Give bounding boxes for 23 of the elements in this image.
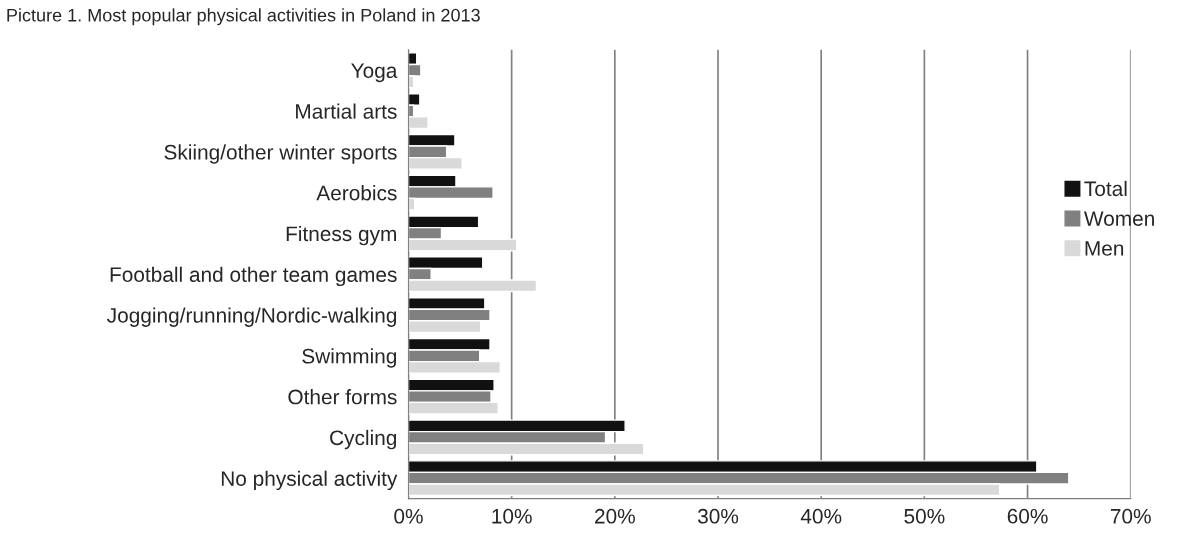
y-tick-label: Swimming	[302, 348, 397, 368]
y-tick-label: Jogging/running/Nordic-walking	[107, 307, 397, 327]
x-tick-label: 30%	[697, 508, 739, 524]
y-tick-label: Martial arts	[296, 103, 397, 119]
y-tick-label: Cycling	[330, 429, 397, 450]
y-tick-label: Other forms	[288, 389, 397, 405]
x-tick-label: 0%	[394, 508, 423, 524]
text: Picture 1. Most popular physical activities in Poland in 2013	[7, 8, 480, 26]
legend-label: Men	[1085, 241, 1124, 256]
y-tick-label: Aerobics	[316, 185, 397, 201]
x-tick-label: 70%	[1110, 508, 1151, 524]
x-tick-label: 50%	[904, 508, 945, 524]
y-tick-label: Skiing/other winter sports	[164, 144, 397, 164]
y-tick-label: Yoga	[351, 63, 398, 83]
x-tick-label: 10%	[492, 508, 532, 524]
x-tick-label: 40%	[800, 508, 842, 524]
y-tick-label: Fitness gym	[286, 225, 396, 246]
legend-label: Total	[1084, 180, 1127, 197]
y-tick-label: Football and other team games	[110, 266, 397, 287]
x-tick-label: 60%	[1007, 508, 1048, 524]
y-tick-label: No physical activity	[221, 470, 398, 491]
x-tick-label: 20%	[595, 508, 635, 524]
legend-label: Women	[1083, 211, 1154, 226]
